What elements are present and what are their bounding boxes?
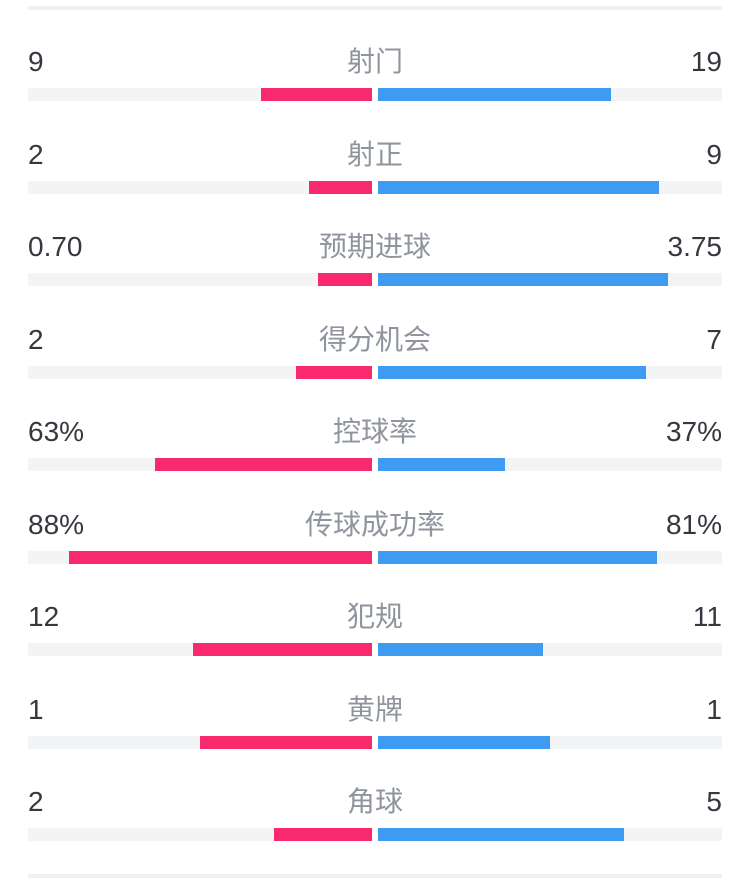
home-value: 63% bbox=[28, 416, 85, 447]
away-value: 37% bbox=[665, 416, 722, 447]
stat-label: 角球 bbox=[346, 786, 403, 817]
stat-label: 得分机会 bbox=[318, 323, 431, 355]
stat-header: 63% 控球率 37% bbox=[28, 416, 722, 458]
stat-bar-track bbox=[28, 549, 722, 565]
away-value: 19 bbox=[690, 46, 722, 77]
home-bar bbox=[155, 458, 372, 471]
away-bar bbox=[378, 458, 505, 471]
stat-header: 0.70 预期进球 3.75 bbox=[28, 231, 722, 273]
stat-bar-track bbox=[28, 642, 722, 657]
home-value: 88% bbox=[28, 508, 85, 540]
bottom-divider bbox=[28, 874, 722, 878]
home-bar bbox=[318, 273, 372, 286]
stat-header: 2 射正 9 bbox=[28, 139, 722, 181]
stat-row: 2 角球 5 bbox=[0, 786, 750, 879]
stat-label: 黄牌 bbox=[346, 693, 403, 725]
stat-label: 传球成功率 bbox=[304, 508, 445, 540]
home-bar bbox=[193, 643, 372, 656]
stat-row: 12 犯规 11 bbox=[0, 601, 750, 694]
bar-center-gap bbox=[372, 549, 378, 565]
home-bar bbox=[261, 88, 372, 101]
stat-bar-track bbox=[28, 272, 722, 287]
away-value: 9 bbox=[706, 138, 722, 170]
stat-label: 犯规 bbox=[346, 601, 403, 632]
home-bar bbox=[69, 550, 372, 564]
away-bar bbox=[378, 643, 543, 656]
home-bar bbox=[274, 828, 372, 841]
stat-bar-track bbox=[28, 827, 722, 842]
stat-header: 88% 传球成功率 81% bbox=[28, 509, 722, 551]
away-bar bbox=[378, 550, 657, 564]
top-divider bbox=[28, 6, 722, 10]
away-bar bbox=[378, 88, 611, 101]
home-value: 1 bbox=[28, 693, 44, 725]
stat-row: 88% 传球成功率 81% bbox=[0, 509, 750, 602]
stat-row: 2 得分机会 7 bbox=[0, 324, 750, 417]
home-value: 0.70 bbox=[28, 231, 83, 262]
away-value: 81% bbox=[665, 508, 722, 540]
stat-header: 12 犯规 11 bbox=[28, 601, 722, 643]
home-bar bbox=[200, 735, 372, 749]
away-value: 1 bbox=[706, 693, 722, 725]
stat-label: 预期进球 bbox=[318, 231, 431, 262]
stat-row: 63% 控球率 37% bbox=[0, 416, 750, 509]
home-value: 12 bbox=[28, 601, 60, 632]
stat-bar-track bbox=[28, 179, 722, 195]
home-value: 2 bbox=[28, 323, 44, 355]
away-bar bbox=[378, 828, 624, 841]
stat-label: 射正 bbox=[346, 138, 403, 170]
bar-center-gap bbox=[372, 87, 378, 102]
away-value: 3.75 bbox=[667, 231, 723, 262]
stat-row: 2 射正 9 bbox=[0, 139, 750, 232]
away-bar bbox=[378, 365, 646, 379]
stat-label: 控球率 bbox=[332, 416, 417, 447]
home-bar bbox=[309, 180, 372, 194]
stat-bar-track bbox=[28, 87, 722, 102]
bar-center-gap bbox=[372, 642, 378, 657]
away-bar bbox=[378, 273, 668, 286]
stat-header: 2 角球 5 bbox=[28, 786, 722, 828]
bar-center-gap bbox=[372, 364, 378, 380]
stat-header: 9 射门 19 bbox=[28, 46, 722, 88]
bar-center-gap bbox=[372, 457, 378, 472]
bar-center-gap bbox=[372, 272, 378, 287]
stat-bar-track bbox=[28, 734, 722, 750]
stat-bar-track bbox=[28, 364, 722, 380]
stat-row: 0.70 预期进球 3.75 bbox=[0, 231, 750, 324]
stat-header: 1 黄牌 1 bbox=[28, 694, 722, 736]
stats-list: 9 射门 19 2 射正 9 0.70 预期进球 3.75 bbox=[0, 46, 750, 879]
away-value: 5 bbox=[706, 786, 722, 817]
stat-row: 9 射门 19 bbox=[0, 46, 750, 139]
away-value: 11 bbox=[692, 601, 722, 632]
bar-center-gap bbox=[372, 827, 378, 842]
bar-center-gap bbox=[372, 179, 378, 195]
stat-bar-track bbox=[28, 457, 722, 472]
home-value: 9 bbox=[28, 46, 44, 77]
home-value: 2 bbox=[28, 786, 44, 817]
away-bar bbox=[378, 180, 659, 194]
away-value: 7 bbox=[706, 323, 722, 355]
stat-label: 射门 bbox=[346, 46, 403, 77]
stat-row: 1 黄牌 1 bbox=[0, 694, 750, 787]
away-bar bbox=[378, 735, 550, 749]
stat-header: 2 得分机会 7 bbox=[28, 324, 722, 366]
home-value: 2 bbox=[28, 138, 44, 170]
bar-center-gap bbox=[372, 734, 378, 750]
home-bar bbox=[296, 365, 372, 379]
